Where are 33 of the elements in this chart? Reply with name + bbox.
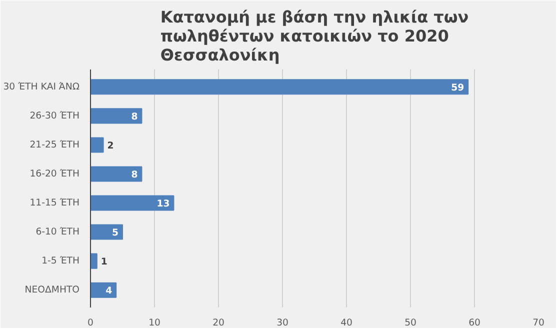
y-tick-label: 26-30 ΈΤΗ xyxy=(30,110,80,122)
bar xyxy=(90,195,174,211)
data-label: 1 xyxy=(100,256,108,268)
bar xyxy=(90,108,142,124)
bar xyxy=(90,137,104,153)
x-tick-label: 40 xyxy=(340,318,352,328)
data-label: 4 xyxy=(106,286,113,297)
data-label: 8 xyxy=(131,169,138,180)
y-tick-label: ΝΕΟΔΜΗΤΟ xyxy=(24,284,80,296)
y-tick-label: 21-25 ΈΤΗ xyxy=(30,139,80,150)
x-tick-label: 70 xyxy=(532,318,544,328)
x-tick-label: 10 xyxy=(148,318,160,328)
data-label: 8 xyxy=(131,111,138,122)
x-tick-label: 20 xyxy=(212,318,224,328)
data-label: 13 xyxy=(156,198,170,210)
bar xyxy=(90,282,117,298)
y-tick-label: 6-10 ΈΤΗ xyxy=(36,226,80,238)
y-tick-label: 1-5 ΈΤΗ xyxy=(42,256,80,267)
x-tick-label: 60 xyxy=(468,318,480,328)
bar xyxy=(90,253,98,269)
y-tick-label: 11-15 ΈΤΗ xyxy=(30,198,80,209)
x-tick-label: 30 xyxy=(276,318,288,328)
y-tick-label: 30 ΈΤΗ ΚΑΙ ΆΝΩ xyxy=(3,81,80,92)
chart-title: Κατανομή με βάση την ηλικία των πωληθέντων κατοικιών το 2020 Θεσσαλονίκη xyxy=(160,8,469,64)
bar xyxy=(90,79,469,95)
y-tick-label: 16-20 ΈΤΗ xyxy=(30,168,80,180)
bar xyxy=(90,224,123,240)
x-tick-label: 0 xyxy=(88,318,94,328)
data-label: 5 xyxy=(112,228,119,239)
x-tick-label: 50 xyxy=(404,318,416,328)
bar xyxy=(90,166,142,182)
data-label: 59 xyxy=(451,82,464,94)
data-label: 2 xyxy=(107,140,114,152)
